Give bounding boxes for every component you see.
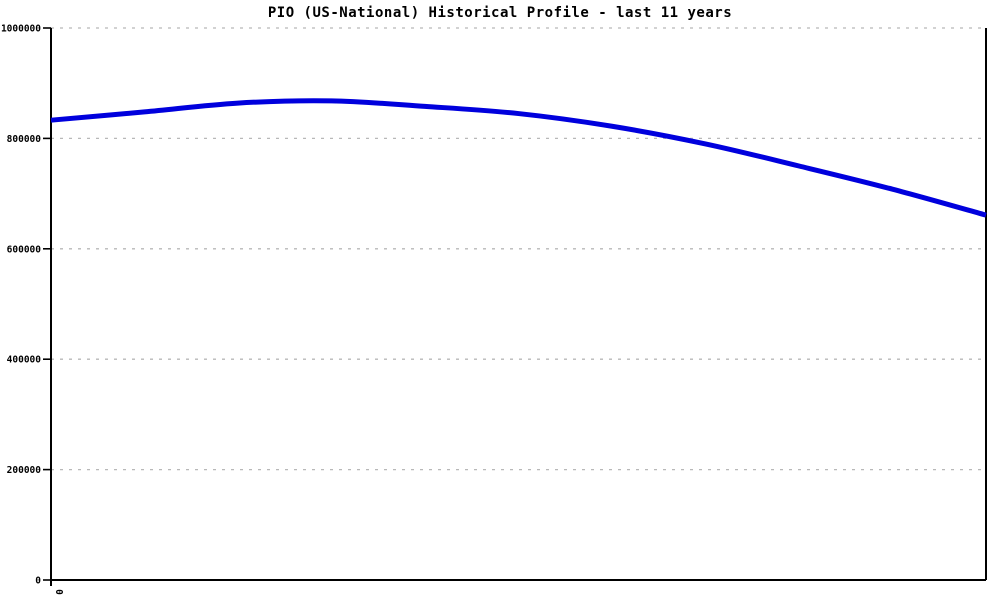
- chart-title: PIO (US-National) Historical Profile - l…: [267, 5, 733, 21]
- data-line: [50, 98, 987, 218]
- y-tick-label: 0: [35, 576, 41, 587]
- x-tick-label: 0: [53, 589, 64, 595]
- y-tick-label: 200000: [7, 465, 42, 476]
- y-tick-label: 1000000: [1, 24, 41, 35]
- y-tick-label: 800000: [7, 134, 42, 145]
- y-tick-label: 600000: [7, 244, 42, 255]
- y-tick-label: 400000: [7, 355, 42, 366]
